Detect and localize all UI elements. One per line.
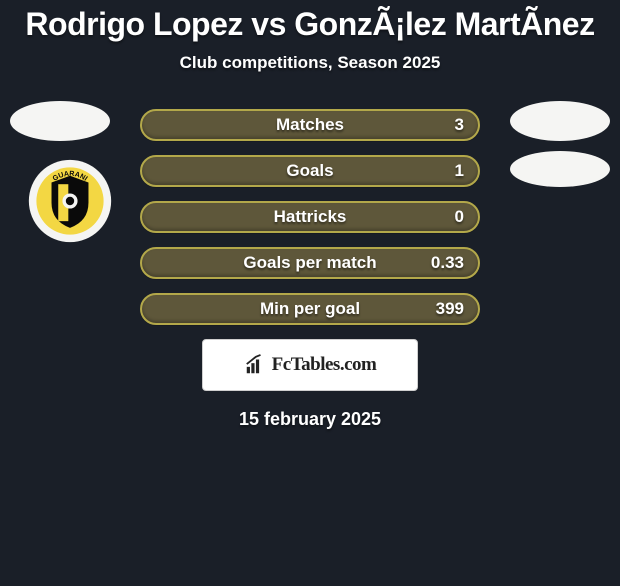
right-placeholder-pill-2 (510, 151, 610, 187)
comparison-panel: GUARANI Matches 3 Goals 1 Hattricks 0 Go… (0, 109, 620, 430)
stat-value: 399 (436, 299, 464, 319)
chart-icon (244, 354, 266, 376)
team-badge-left: GUARANI (28, 159, 112, 243)
stat-bar: Goals 1 (140, 155, 480, 187)
badge-ball (66, 197, 74, 205)
stat-label: Goals per match (243, 253, 376, 273)
stat-label: Min per goal (260, 299, 360, 319)
stat-label: Hattricks (274, 207, 347, 227)
stat-bar: Goals per match 0.33 (140, 247, 480, 279)
stat-bar: Min per goal 399 (140, 293, 480, 325)
attribution-box: FcTables.com (202, 339, 418, 391)
stat-value: 3 (455, 115, 464, 135)
stat-value: 1 (455, 161, 464, 181)
stat-bar: Matches 3 (140, 109, 480, 141)
page-title: Rodrigo Lopez vs GonzÃ¡lez MartÃnez (0, 6, 620, 43)
stat-label: Matches (276, 115, 344, 135)
stat-bar: Hattricks 0 (140, 201, 480, 233)
attribution-text: FcTables.com (272, 354, 377, 376)
subtitle: Club competitions, Season 2025 (0, 53, 620, 73)
left-placeholder-pill (10, 101, 110, 141)
stat-value: 0.33 (431, 253, 464, 273)
stat-label: Goals (286, 161, 333, 181)
stats-bars: Matches 3 Goals 1 Hattricks 0 Goals per … (140, 109, 480, 325)
stat-value: 0 (455, 207, 464, 227)
right-placeholder-pill-1 (510, 101, 610, 141)
date-text: 15 february 2025 (0, 409, 620, 430)
